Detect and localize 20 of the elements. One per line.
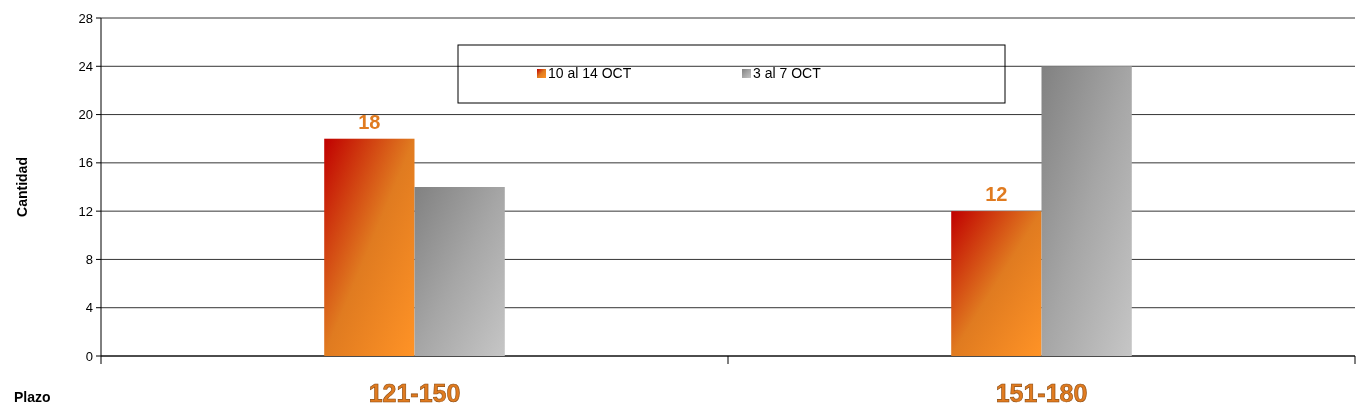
y-tick-label: 8 bbox=[85, 251, 93, 267]
y-axis-title: Cantidad bbox=[14, 157, 30, 217]
x-tick-label: 121-150 bbox=[368, 379, 461, 407]
y-tick-label: 0 bbox=[85, 348, 93, 364]
y-tick-label: 12 bbox=[78, 203, 93, 219]
bar bbox=[1041, 66, 1132, 356]
data-label: 12 bbox=[985, 183, 1008, 206]
y-tick-label: 16 bbox=[78, 155, 93, 171]
y-tick-label: 20 bbox=[78, 107, 93, 123]
legend-label: 10 al 14 OCT bbox=[548, 65, 632, 81]
legend-label: 3 al 7 OCT bbox=[753, 65, 822, 81]
y-tick-label: 24 bbox=[78, 58, 93, 74]
bar bbox=[951, 211, 1042, 356]
y-tick-label: 4 bbox=[85, 300, 93, 316]
x-tick-label: 151-180 bbox=[995, 379, 1088, 407]
bar bbox=[414, 187, 505, 356]
data-label: 18 bbox=[358, 110, 381, 133]
y-tick-label: 28 bbox=[78, 10, 93, 26]
bar bbox=[324, 138, 415, 356]
x-axis-title: Plazo bbox=[14, 389, 51, 405]
